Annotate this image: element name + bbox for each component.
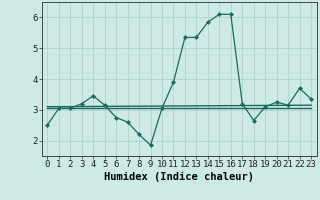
X-axis label: Humidex (Indice chaleur): Humidex (Indice chaleur) [104,172,254,182]
